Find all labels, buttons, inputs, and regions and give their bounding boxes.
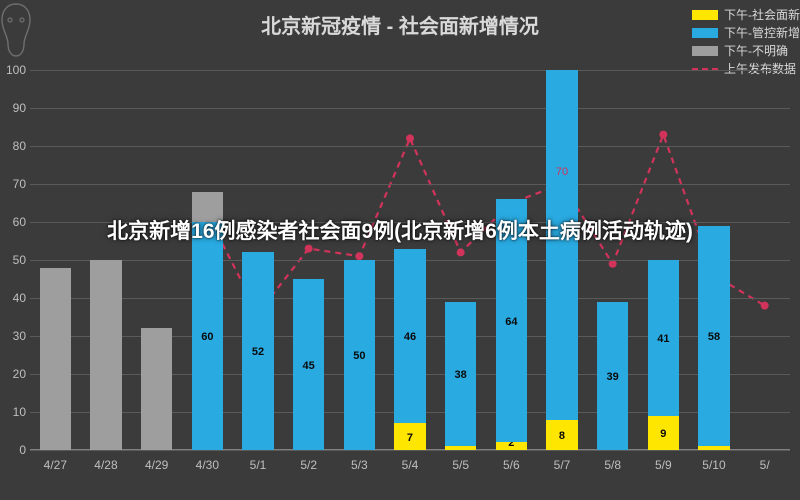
x-tick-label: 4/28 (90, 458, 121, 472)
overlay-caption: 北京新增16例感染者社会面9例(北京新增6例本土病例活动轨迹) (0, 215, 800, 245)
bar-value-label: 60 (192, 331, 223, 343)
bar-value-label: 8 (546, 430, 577, 442)
line-marker (305, 245, 313, 253)
legend-label: 下午-不明确 (724, 42, 788, 60)
legend-label: 下午-社会面新 (724, 6, 800, 24)
bar-value-label: 46 (394, 331, 425, 343)
line-marker (761, 302, 769, 310)
y-tick-label: 0 (6, 443, 26, 457)
line-marker (406, 134, 414, 142)
legend-item: 下午-管控新增 (692, 24, 800, 42)
x-tick-label: 5/5 (445, 458, 476, 472)
y-tick-label: 50 (6, 253, 26, 267)
x-tick-label: 5/2 (293, 458, 324, 472)
x-tick-label: 5/6 (496, 458, 527, 472)
legend: 下午-社会面新下午-管控新增下午-不明确上午发布数据 (692, 6, 800, 78)
x-tick-label: 5/4 (394, 458, 425, 472)
bar-value-label: 64 (496, 316, 527, 328)
bar-value-label: 7 (394, 432, 425, 444)
grid-line (30, 184, 790, 185)
bar-value-label: 52 (242, 346, 273, 358)
legend-label: 下午-管控新增 (724, 24, 800, 42)
x-tick-label: 5/10 (698, 458, 729, 472)
x-tick-label: 5/3 (344, 458, 375, 472)
bar-value-label: 45 (293, 360, 324, 372)
y-tick-label: 90 (6, 101, 26, 115)
bar-value-label: 39 (597, 371, 628, 383)
bar-unknown (141, 328, 172, 450)
legend-swatch (692, 28, 718, 38)
legend-swatch (692, 10, 718, 20)
y-tick-label: 100 (6, 63, 26, 77)
x-tick-label: 5/7 (546, 458, 577, 472)
y-tick-label: 20 (6, 367, 26, 381)
legend-item: 下午-不明确 (692, 42, 800, 60)
chart-title: 北京新冠疫情 - 社会面新增情况 (0, 10, 800, 39)
y-tick-label: 70 (6, 177, 26, 191)
y-tick-label: 10 (6, 405, 26, 419)
bar-unknown (40, 268, 71, 450)
grid-line (30, 450, 790, 451)
chart-container: 北京新冠疫情 - 社会面新增情况 下午-社会面新下午-管控新增下午-不明确上午发… (0, 0, 800, 500)
x-tick-label: 5/8 (597, 458, 628, 472)
bar-value-label: 38 (445, 369, 476, 381)
grid-line (30, 108, 790, 109)
x-tick-label: 5/1 (242, 458, 273, 472)
x-tick-label: 4/29 (141, 458, 172, 472)
bar-value-label: 41 (648, 333, 679, 345)
bar-value-label: 58 (698, 331, 729, 343)
line-marker (457, 248, 465, 256)
grid-line (30, 146, 790, 147)
bar-value-label: 50 (344, 350, 375, 362)
bar-value-label: 9 (648, 428, 679, 440)
plot-area: 01020304050607080901004/274/284/29604/30… (30, 70, 790, 450)
y-tick-label: 80 (6, 139, 26, 153)
line-marker (659, 131, 667, 139)
legend-swatch (692, 46, 718, 56)
line-marker (609, 260, 617, 268)
x-tick-label: 5/ (749, 458, 780, 472)
legend-item: 下午-社会面新 (692, 6, 800, 24)
x-tick-label: 4/27 (40, 458, 71, 472)
y-tick-label: 30 (6, 329, 26, 343)
x-tick-label: 5/9 (648, 458, 679, 472)
line-point-label: 70 (556, 166, 568, 178)
line-marker (355, 252, 363, 260)
y-tick-label: 40 (6, 291, 26, 305)
bar-unknown (90, 260, 121, 450)
x-tick-label: 4/30 (192, 458, 223, 472)
grid-line (30, 70, 790, 71)
